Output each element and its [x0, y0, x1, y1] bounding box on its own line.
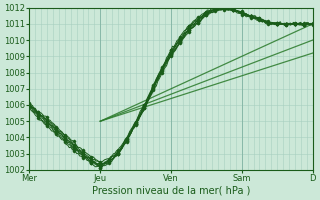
X-axis label: Pression niveau de la mer( hPa ): Pression niveau de la mer( hPa )	[92, 186, 250, 196]
